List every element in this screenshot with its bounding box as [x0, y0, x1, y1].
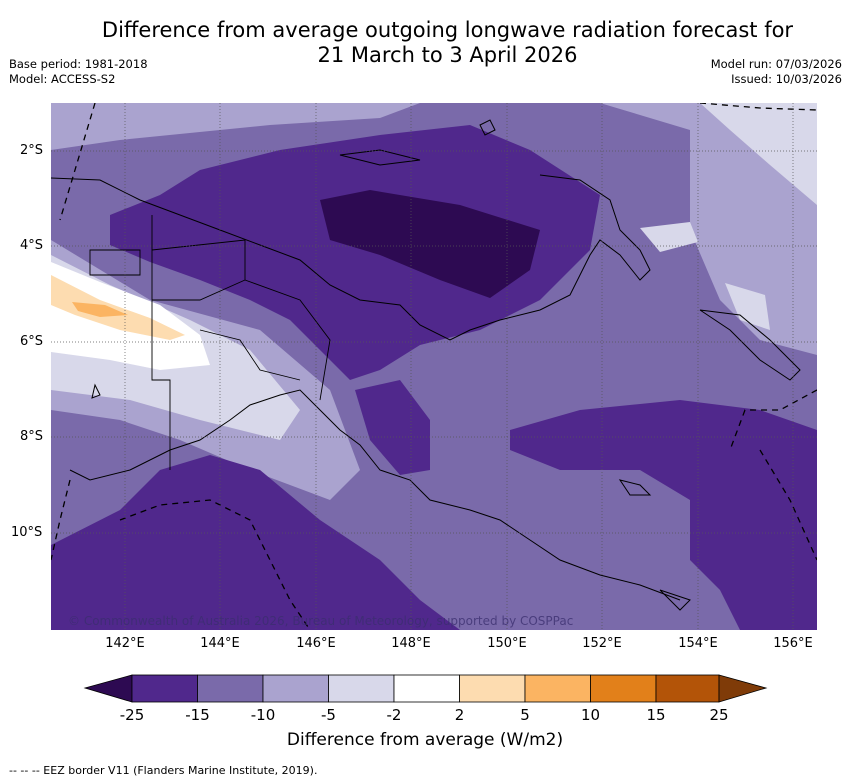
- title-line-1: Difference from average outgoing longwav…: [101, 18, 794, 42]
- colorbar-segment: [197, 674, 264, 703]
- anomaly-band-minus25-core: [320, 190, 540, 298]
- lon-tick: 146°E: [296, 636, 336, 651]
- anomaly-band-minus5-north: [51, 103, 420, 150]
- colorbar-label: -2: [386, 706, 402, 724]
- colorbar-segment: [131, 674, 198, 703]
- colorbar-label: 2: [454, 706, 465, 724]
- colorbar-label: -25: [119, 706, 145, 724]
- anomaly-band-plus5: [72, 302, 128, 317]
- lat-tick: 10°S: [11, 525, 43, 540]
- anomaly-band-minus15-south: [51, 455, 460, 630]
- colorbar-segment: [524, 674, 591, 703]
- gridlines: [51, 103, 817, 630]
- colorbar-label: -10: [250, 706, 276, 724]
- colorbar-label: 5: [520, 706, 530, 724]
- colorbar-min-extension: [83, 674, 133, 703]
- colorbar-max-extension: [718, 674, 768, 703]
- lat-tick: 2°S: [20, 143, 44, 158]
- anomaly-field: [51, 103, 817, 630]
- colorbar-segment: [590, 674, 657, 703]
- lon-tick: 156°E: [773, 636, 813, 651]
- colorbar-segment: [328, 674, 395, 703]
- anomaly-band-plus2: [51, 275, 185, 340]
- chart-title: Difference from average outgoing longwav…: [60, 18, 835, 68]
- meta-right: Model run: 07/03/2026 Issued: 10/03/2026: [711, 57, 842, 87]
- colorbar-label: -5: [321, 706, 336, 724]
- title-line-2: 21 March to 3 April 2026: [317, 43, 578, 67]
- anomaly-band-minus15-east: [510, 400, 817, 630]
- lat-tick: 8°S: [20, 429, 44, 444]
- lat-tick: 6°S: [20, 334, 44, 349]
- colorbar-label: 10: [580, 706, 601, 724]
- colorbar: [83, 674, 768, 703]
- lat-tick: 4°S: [20, 238, 44, 253]
- anomaly-band-minus2-ne: [700, 103, 817, 205]
- eez-borders: [51, 103, 817, 630]
- anomaly-band-minus15-north: [110, 125, 600, 380]
- anomaly-band-minus2-bismarck: [640, 222, 698, 252]
- lon-tick: 152°E: [582, 636, 622, 651]
- colorbar-segment: [655, 674, 720, 703]
- copyright-notice: © Commonwealth of Australia 2026, Bureau…: [68, 614, 574, 628]
- lon-tick: 144°E: [200, 636, 240, 651]
- eez-legend: -- -- -- EEZ border V11 (Flanders Marine…: [9, 764, 318, 777]
- coastlines: [51, 119, 801, 611]
- colorbar-segment: [262, 674, 329, 703]
- colorbar-label: -15: [185, 706, 210, 724]
- model-name: Model: ACCESS-S2: [9, 72, 116, 86]
- lon-tick: 150°E: [487, 636, 527, 651]
- lon-tick: 148°E: [391, 636, 431, 651]
- base-period: Base period: 1981-2018: [9, 57, 148, 71]
- model-run: Model run: 07/03/2026: [710, 57, 842, 71]
- colorbar-label: 25: [709, 706, 729, 724]
- issued-date: Issued: 10/03/2026: [731, 72, 842, 86]
- colorbar-title: Difference from average (W/m2): [286, 730, 564, 750]
- meta-left: Base period: 1981-2018 Model: ACCESS-S2: [9, 57, 148, 87]
- lon-tick: 154°E: [678, 636, 718, 651]
- anomaly-band-minus2-solomon: [725, 283, 770, 330]
- lon-tick: 142°E: [105, 636, 145, 651]
- colorbar-segment: [393, 674, 460, 703]
- colorbar-label: 15: [646, 706, 666, 724]
- colorbar-segment: [459, 674, 526, 703]
